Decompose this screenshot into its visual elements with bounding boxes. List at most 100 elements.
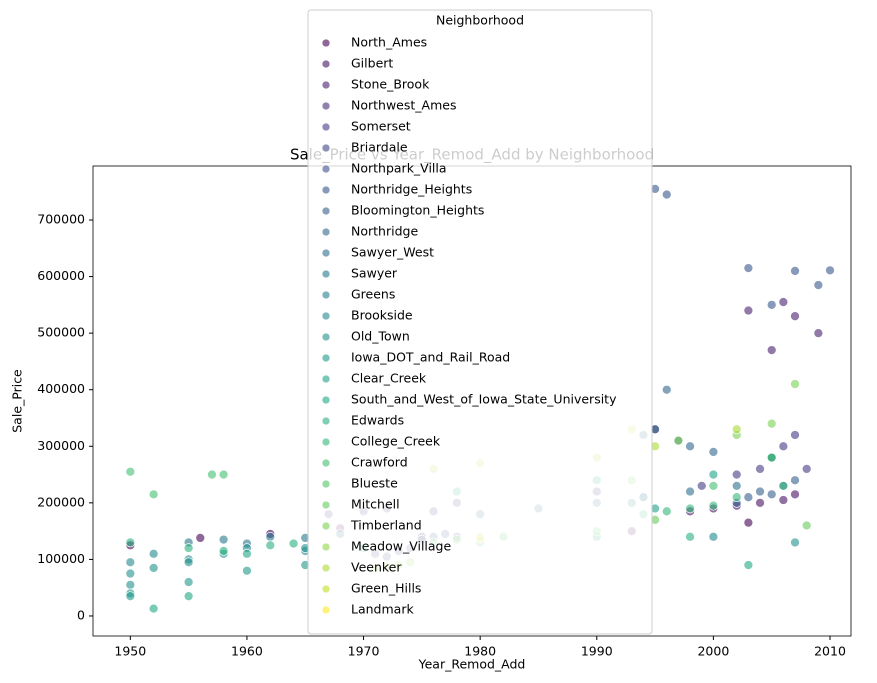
legend-label: Landmark xyxy=(351,602,414,617)
legend-label: Iowa_DOT_and_Rail_Road xyxy=(351,350,510,365)
point xyxy=(813,280,824,290)
legend-label: Northridge_Heights xyxy=(351,182,472,197)
y-axis-label: Sale_Price xyxy=(10,369,25,433)
legend-marker xyxy=(321,584,331,594)
point xyxy=(685,441,695,452)
point xyxy=(755,497,765,508)
point xyxy=(708,500,719,511)
y-tick-label: 600000 xyxy=(37,268,85,283)
legend-marker xyxy=(321,437,331,447)
point xyxy=(790,537,800,548)
legend-marker xyxy=(321,479,331,489)
point xyxy=(685,503,695,514)
point xyxy=(288,538,299,549)
point xyxy=(813,328,824,339)
legend-label: Stone_Brook xyxy=(351,77,430,92)
legend-marker xyxy=(321,290,331,300)
legend-marker xyxy=(321,227,331,237)
legend-marker xyxy=(321,143,331,153)
point xyxy=(790,266,800,276)
legend-label: Sawyer xyxy=(351,266,398,281)
point xyxy=(218,534,229,545)
x-tick-label: 1950 xyxy=(114,644,146,659)
point xyxy=(708,469,719,480)
point xyxy=(708,531,719,542)
point xyxy=(673,435,684,446)
point xyxy=(766,300,777,310)
point xyxy=(743,517,754,528)
legend-marker xyxy=(321,80,331,90)
legend-label: Brookside xyxy=(351,308,413,323)
point xyxy=(766,418,777,429)
legend-marker xyxy=(321,563,331,573)
legend-label: North_Ames xyxy=(351,35,427,50)
legend-label: Timberland xyxy=(350,518,422,533)
point xyxy=(218,469,229,480)
point xyxy=(766,345,777,355)
point xyxy=(731,481,742,491)
legend-label: Northridge xyxy=(351,224,418,239)
point xyxy=(265,540,276,551)
legend-marker xyxy=(321,521,331,531)
point xyxy=(755,464,765,474)
point xyxy=(790,430,800,440)
point xyxy=(183,591,194,602)
legend-marker xyxy=(321,500,331,510)
legend-marker xyxy=(321,122,331,132)
legend-label: Somerset xyxy=(351,119,411,134)
legend-label: Mitchell xyxy=(351,497,400,512)
legend-box xyxy=(307,9,653,635)
y-tick-label: 100000 xyxy=(37,551,85,566)
y-tick-label: 0 xyxy=(77,607,85,622)
legend-label: Veenker xyxy=(351,560,402,575)
legend-label: Edwards xyxy=(351,413,404,428)
legend-label: South_and_West_of_Iowa_State_University xyxy=(351,392,617,407)
legend-label: Meadow_Village xyxy=(351,539,451,554)
legend-marker xyxy=(321,416,331,426)
point xyxy=(207,469,217,480)
legend-label: Clear_Creek xyxy=(351,371,427,386)
point xyxy=(731,492,742,503)
point xyxy=(743,305,754,316)
point xyxy=(265,531,276,542)
point xyxy=(242,565,252,576)
legend-label: Green_Hills xyxy=(351,581,421,596)
point xyxy=(183,557,194,568)
legend-label: Northpark_Villa xyxy=(351,161,447,176)
point xyxy=(125,557,136,568)
legend-marker xyxy=(321,269,331,279)
legend-marker xyxy=(321,248,331,258)
point xyxy=(825,265,835,276)
point xyxy=(755,486,765,497)
legend-marker xyxy=(321,101,331,111)
point xyxy=(148,563,159,573)
legend-label: Blueste xyxy=(351,476,398,491)
y-tick-label: 700000 xyxy=(37,212,85,227)
point xyxy=(125,568,136,579)
point xyxy=(778,441,789,452)
point xyxy=(731,469,742,480)
point xyxy=(148,603,159,614)
point xyxy=(766,452,777,463)
point xyxy=(685,486,695,497)
legend-label: Greens xyxy=(351,287,395,302)
legend-marker xyxy=(321,374,331,384)
legend-label: Crawford xyxy=(351,455,408,470)
legend-marker xyxy=(321,332,331,342)
point xyxy=(218,546,229,556)
point xyxy=(183,577,194,587)
point xyxy=(708,481,719,491)
point xyxy=(708,447,719,457)
point xyxy=(125,466,136,477)
point xyxy=(661,189,672,200)
y-tick-label: 400000 xyxy=(37,381,85,396)
point xyxy=(790,311,800,322)
point xyxy=(183,543,194,553)
point xyxy=(743,492,754,503)
legend-marker xyxy=(321,353,331,363)
x-tick-label: 1990 xyxy=(581,644,613,659)
point xyxy=(661,384,672,395)
x-tick-label: 1980 xyxy=(464,644,496,659)
legend-label: Briardale xyxy=(351,140,408,155)
